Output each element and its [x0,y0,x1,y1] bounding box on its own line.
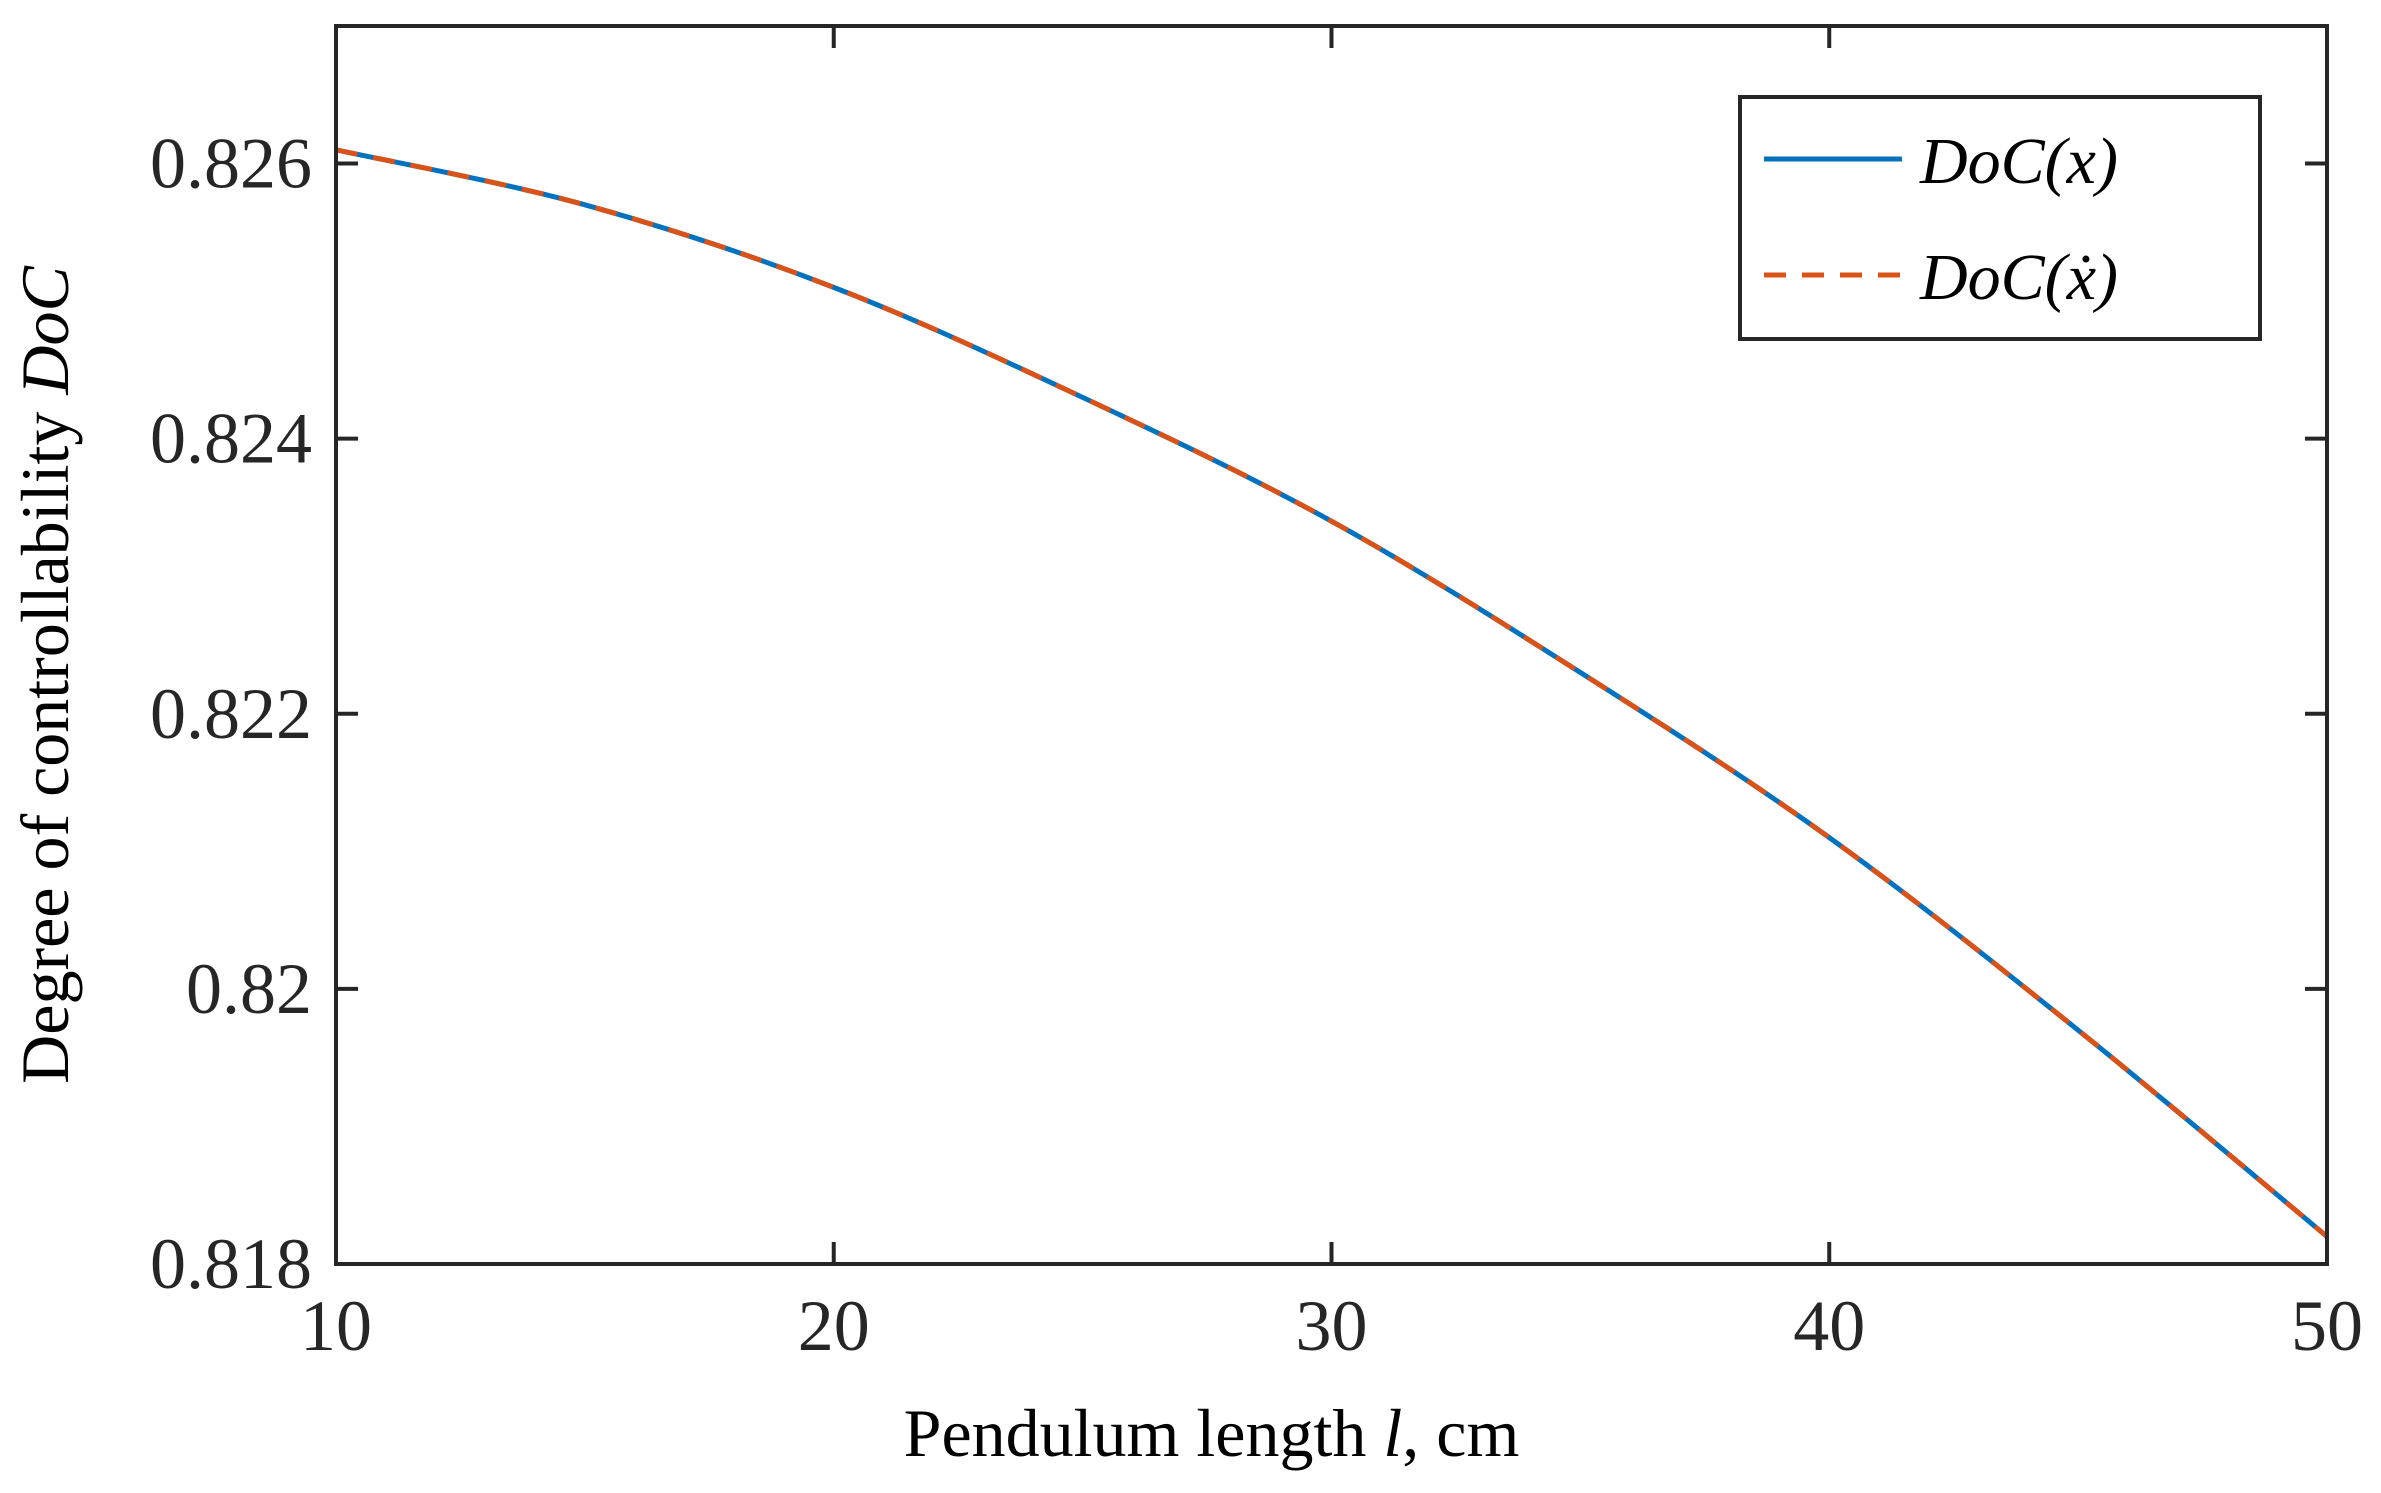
series-layer [335,147,2329,1239]
x-tick-label: 10 [300,1286,372,1366]
legend-box [1738,95,2262,341]
series-line-2 [335,147,2329,1239]
legend-label-1: DoC(x) [1919,125,2118,198]
y-axis-label: Degree of controllability DoC [7,266,83,1084]
y-tick-label: 0.818 [150,1224,312,1304]
x-tick-label: 30 [1296,1286,1368,1366]
x-tick-label: 50 [2291,1286,2363,1366]
y-tick-label: 0.824 [150,399,312,479]
y-tick-label: 0.822 [150,674,312,754]
ticks-layer: 10 20 30 40 50 0.818 0.82 0.822 0.824 0.826 [150,26,2363,1366]
x-axis-label: Pendulum length l, cm [904,1395,1520,1471]
x-tick-label: 20 [798,1286,870,1366]
x-axis-label-prefix: Pendulum length [904,1395,1384,1471]
y-axis-label-prefix: Degree of controllability [7,395,83,1084]
legend-label-2: DoC(ẋ) [1919,241,2118,314]
legend: DoC(x) DoC(ẋ) [1738,95,2262,341]
y-tick-label: 0.82 [186,949,312,1029]
y-axis-label-variable: DoC [7,266,83,396]
x-axis-label-variable: l [1383,1395,1402,1471]
y-tick-label: 0.826 [150,124,312,204]
x-tick-label: 40 [1793,1286,1865,1366]
x-axis-label-suffix: , cm [1402,1395,1519,1471]
